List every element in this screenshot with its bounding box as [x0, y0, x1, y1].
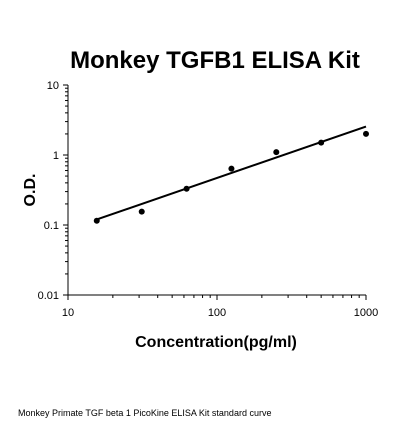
data-point [273, 149, 280, 156]
y-tick-label: 0.1 [44, 220, 59, 232]
x-axis-title: Concentration(pg/ml) [135, 334, 297, 351]
x-tick-label: 10 [62, 307, 74, 319]
x-ticks: 10 100 1000 [62, 295, 378, 319]
y-axis-title: O.D. [22, 174, 39, 207]
data-point [363, 130, 369, 137]
data-point [93, 217, 100, 224]
y-tick-label: 1 [53, 150, 59, 162]
data-points [93, 130, 369, 224]
y-ticks: 0.01 0.1 1 10 [38, 80, 68, 302]
x-tick-label: 100 [208, 307, 226, 319]
fit-line [96, 125, 367, 221]
data-point [228, 165, 235, 172]
data-point [318, 139, 325, 146]
y-tick-label: 0.01 [38, 290, 59, 302]
chart-title: Monkey TGFB1 ELISA Kit [70, 47, 360, 74]
data-point [138, 208, 145, 215]
data-point [183, 185, 190, 192]
y-tick-label: 10 [47, 80, 59, 92]
x-tick-label: 1000 [354, 307, 378, 319]
figure-caption: Monkey Primate TGF beta 1 PicoKine ELISA… [18, 408, 272, 418]
